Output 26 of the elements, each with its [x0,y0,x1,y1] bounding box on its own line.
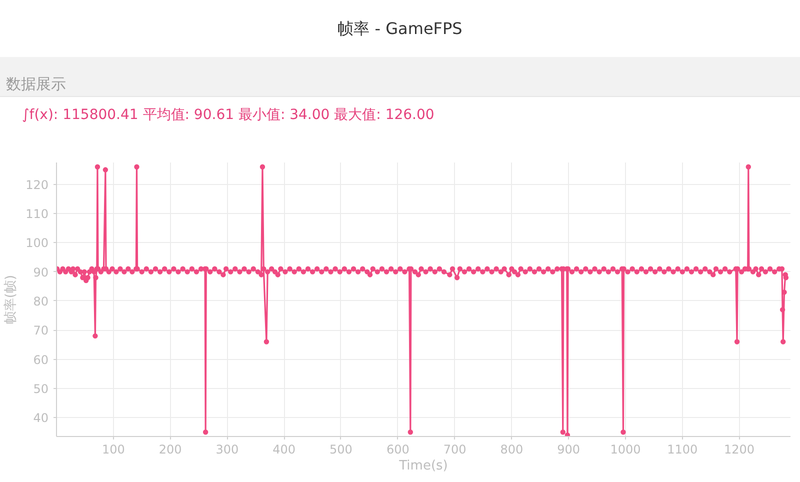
x-tick-label: 600 [386,442,410,456]
x-tick-label: 900 [557,442,580,456]
x-tick-label: 400 [272,442,296,456]
y-tick-label: 50 [33,382,49,396]
x-tick-label: 100 [102,442,125,456]
x-axis-title: Time(s) [398,458,448,474]
y-tick-label: 70 [33,324,49,338]
x-tick-label: 500 [330,442,352,456]
y-axis-title: 帧率(帧) [2,274,19,324]
x-tick-label: 1200 [724,442,755,456]
x-tick-label: 300 [216,442,239,456]
y-tick-label: 40 [33,411,49,426]
x-tick-label: 700 [443,442,466,456]
y-tick-label: 60 [33,352,49,367]
y-tick-label: 100 [26,236,48,250]
x-tick-label: 1100 [667,442,698,456]
text: ∫f(x): 115800.41 平均值: 90.61 最小值: 34.00 最大值: 126.00 [22,106,434,125]
chart-title: 帧率 - GameFPS [338,18,462,40]
y-tick-label: 80 [33,294,49,308]
x-tick-label: 200 [158,442,182,456]
x-tick-label: 800 [500,442,524,456]
y-tick-label: 90 [33,265,49,280]
chart-subtitle: 数据展示 [6,74,66,95]
y-tick-label: 120 [26,178,48,192]
x-tick-label: 1000 [610,442,641,456]
y-tick-label: 110 [26,207,48,222]
